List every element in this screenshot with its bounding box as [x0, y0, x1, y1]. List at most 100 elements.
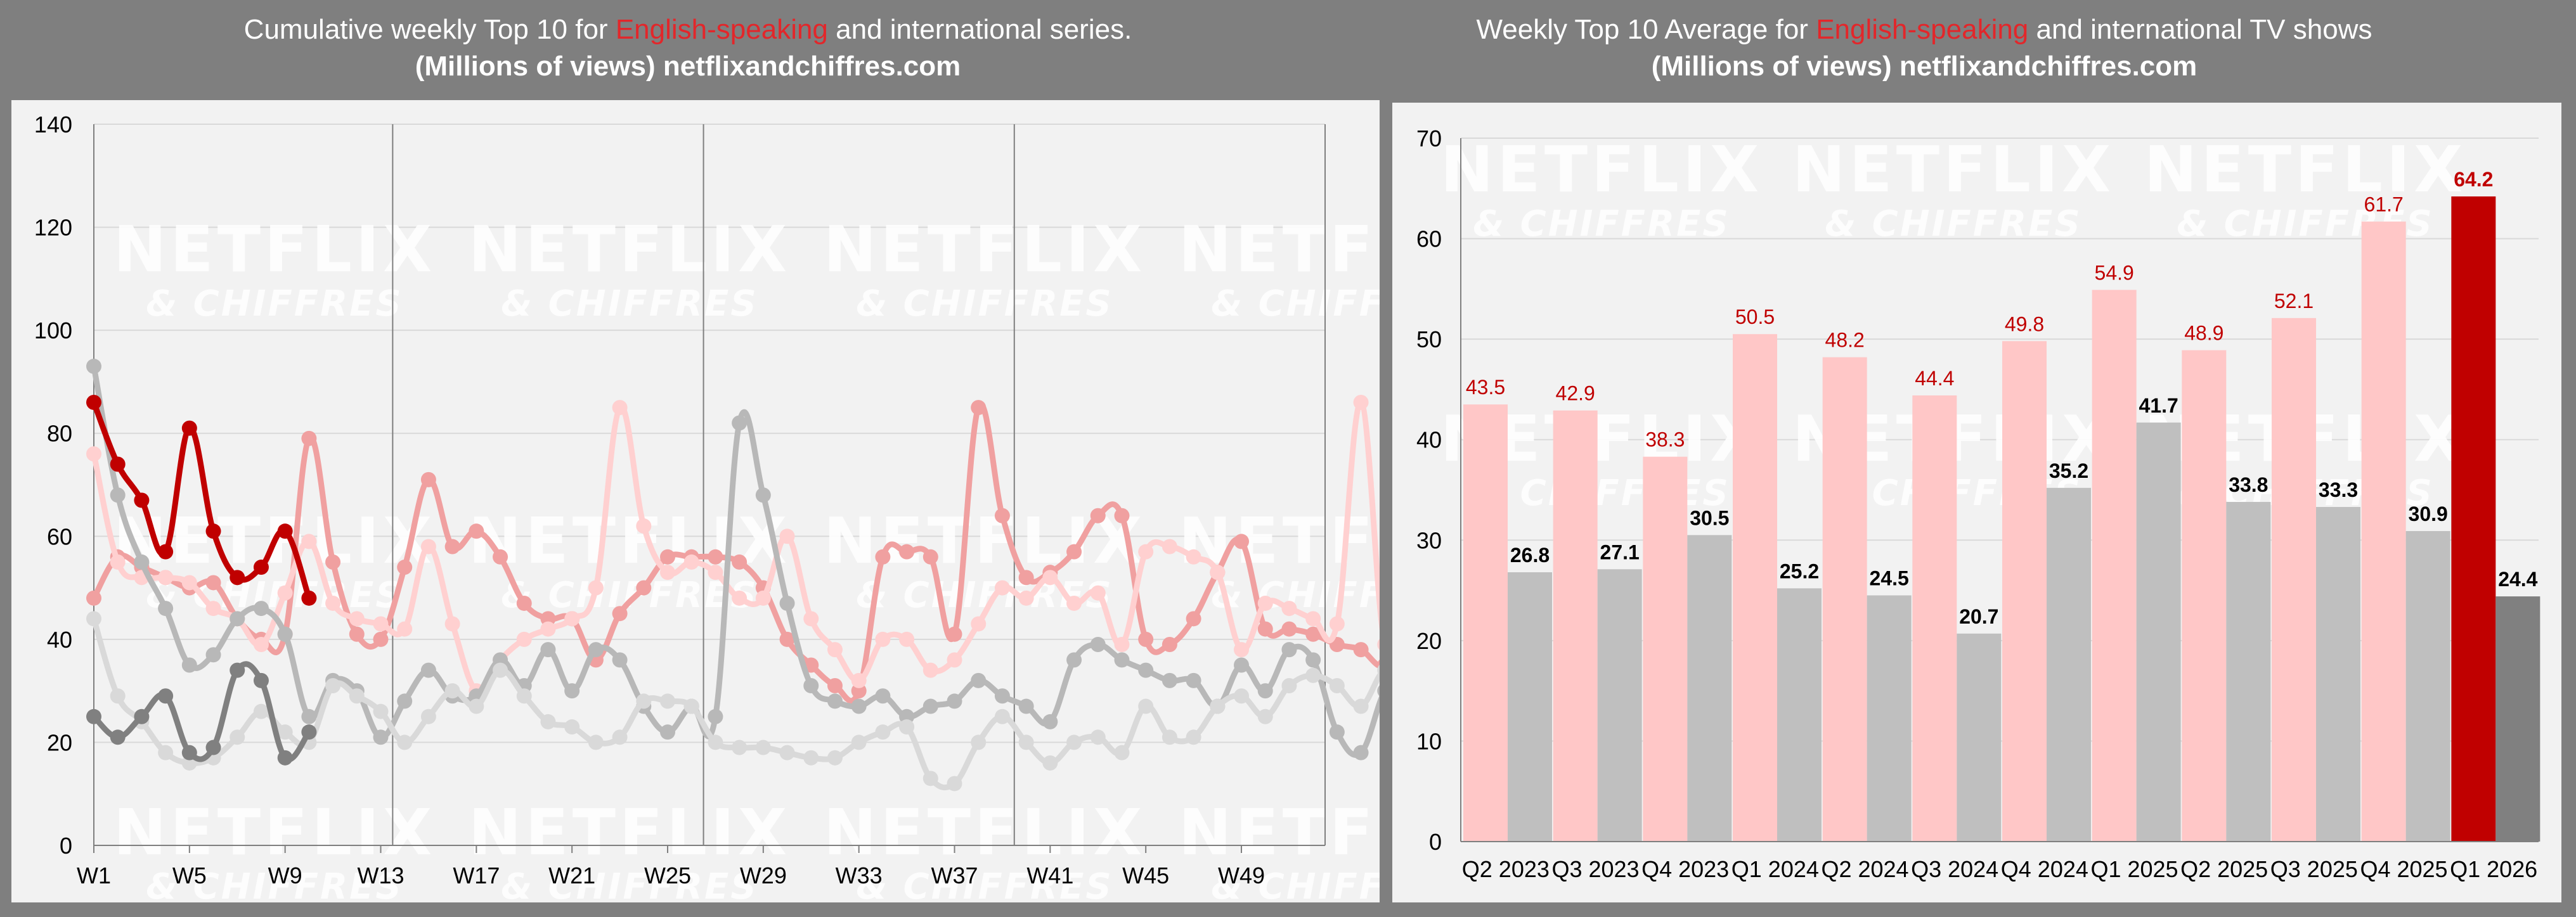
y-tick-label: 80	[47, 421, 72, 447]
series-point	[1234, 642, 1250, 658]
series-point	[708, 709, 723, 724]
series-point	[1018, 734, 1034, 750]
bar-series-2	[2047, 487, 2091, 842]
series-point	[230, 570, 245, 586]
series-point	[373, 703, 389, 719]
watermark-chiffres-text: & CHIFFRES	[501, 866, 758, 902]
series-point	[1114, 652, 1130, 668]
series-point	[1066, 734, 1082, 750]
series-point	[1329, 678, 1345, 694]
series-point	[564, 719, 580, 735]
series-point	[1281, 621, 1297, 637]
series-point	[205, 575, 221, 591]
series-point	[827, 750, 843, 766]
bar-series-2	[1687, 535, 1732, 842]
series-point	[875, 549, 891, 565]
series-point	[1090, 729, 1106, 745]
series-point	[1066, 544, 1082, 560]
line-chart-panel: 0 20 40 60 80 100 120 140 NETFLIX & CHIFFRES NETFL…	[11, 100, 1380, 902]
bar-group: 48.9 33.8 Q2 2025	[2180, 322, 2271, 882]
series-point	[612, 652, 628, 668]
left-title-prefix: Cumulative weekly Top 10 for	[243, 14, 616, 45]
line-series	[86, 400, 1380, 704]
right-title-subtitle: (Millions of views) netflixandchiffres.c…	[1651, 51, 2197, 82]
series-point	[875, 724, 891, 740]
series-point	[277, 523, 293, 539]
series-point	[1018, 570, 1034, 586]
series-point	[899, 544, 915, 560]
series-point	[660, 565, 676, 580]
series-point	[253, 560, 269, 575]
series-point	[922, 698, 938, 714]
bar-value-label: 41.7	[2139, 394, 2178, 417]
bar-value-label: 43.5	[1466, 376, 1505, 399]
watermark-netflix-text: NETFLIX	[1179, 212, 1380, 286]
series-point	[540, 714, 556, 729]
series-point	[971, 400, 987, 416]
series-point	[86, 611, 101, 627]
series-point	[1234, 657, 1250, 673]
series-point	[86, 359, 101, 375]
bar-series-1	[1463, 404, 1508, 842]
series-point	[732, 590, 748, 606]
series-point	[779, 529, 795, 544]
bar-series-1	[1643, 456, 1688, 842]
series-point	[420, 662, 436, 678]
series-point	[1234, 688, 1250, 704]
bar-group: 49.8 35.2 Q4 2024	[2001, 312, 2091, 882]
series-point	[277, 626, 293, 642]
series-point	[373, 729, 389, 745]
y-tick-label: 70	[1416, 125, 1442, 151]
x-tick-label: W9	[268, 862, 302, 888]
series-point	[851, 672, 867, 688]
series-point	[994, 508, 1010, 523]
series-point	[1042, 755, 1058, 771]
bar-value-label: 33.8	[2229, 473, 2268, 496]
series-point	[181, 575, 197, 591]
bar-group: 42.9 27.1 Q3 2023	[1551, 382, 1642, 882]
series-point	[683, 554, 699, 570]
series-point	[1090, 585, 1106, 601]
bar-group: 48.2 24.5 Q2 2024	[1821, 329, 1912, 882]
y-tick-label: 0	[1429, 829, 1442, 855]
bar-value-label: 20.7	[1959, 605, 1998, 628]
series-point	[922, 771, 938, 786]
series-point	[1281, 678, 1297, 694]
bar-series-1	[2002, 341, 2047, 842]
series-point	[1329, 724, 1345, 740]
y-tick-label: 10	[1416, 728, 1442, 754]
series-point	[1281, 601, 1297, 617]
series-point	[732, 415, 748, 431]
series-point	[827, 693, 843, 709]
series-point	[277, 750, 293, 766]
series-point	[253, 672, 269, 688]
series-point	[1305, 652, 1321, 668]
series-point	[86, 446, 101, 462]
series-point	[540, 621, 556, 637]
y-tick-label: 60	[1416, 226, 1442, 252]
series-point	[325, 595, 341, 611]
series-point	[444, 616, 460, 632]
x-tick-label: W5	[172, 862, 207, 888]
bar-group: 54.9 41.7 Q1 2025	[2090, 261, 2181, 882]
y-tick-label: 120	[34, 215, 72, 241]
series-point	[134, 709, 150, 724]
bar-series-2	[1867, 595, 1912, 842]
x-tick-label: W45	[1122, 862, 1169, 888]
series-point	[134, 492, 150, 508]
x-tick-label: W49	[1218, 862, 1265, 888]
y-tick-label: 140	[34, 112, 72, 138]
bar-series-2	[2226, 502, 2271, 842]
x-category-label: Q4 2023	[1641, 856, 1729, 882]
bar-value-label: 50.5	[1735, 305, 1775, 328]
series-point	[1329, 616, 1345, 632]
bar-series-2	[1957, 633, 2002, 842]
line-series	[86, 661, 317, 766]
right-title-prefix: Weekly Top 10 Average for	[1476, 14, 1816, 45]
bar-group: 43.5 26.8 Q2 2023	[1462, 376, 1552, 882]
bar-value-label: 64.2	[2454, 168, 2493, 191]
series-point	[301, 430, 317, 446]
y-tick-label: 0	[60, 833, 72, 859]
series-point	[205, 647, 221, 663]
watermark-netflix-text: NETFLIX	[1179, 795, 1380, 869]
